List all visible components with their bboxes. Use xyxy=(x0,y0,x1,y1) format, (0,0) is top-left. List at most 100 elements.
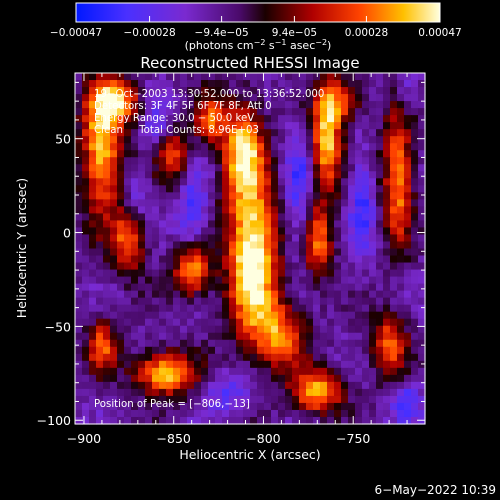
heatmap-cell xyxy=(215,157,223,165)
heatmap-cell xyxy=(257,80,265,88)
heatmap-cell xyxy=(145,150,153,158)
heatmap-cell xyxy=(285,262,293,271)
heatmap-cell xyxy=(383,416,391,425)
heatmap-cell xyxy=(229,129,237,137)
heatmap-cell xyxy=(194,395,202,404)
heatmap-cell xyxy=(299,304,307,313)
heatmap-cell xyxy=(271,283,279,292)
heatmap-cell xyxy=(418,353,426,362)
heatmap-cell xyxy=(236,290,244,299)
heatmap-cell xyxy=(138,360,146,369)
heatmap-cell xyxy=(285,220,293,229)
heatmap-cell xyxy=(166,346,174,355)
heatmap-cell xyxy=(369,164,377,172)
heatmap-cell xyxy=(229,262,237,271)
heatmap-cell xyxy=(355,276,363,285)
heatmap-cell xyxy=(110,227,118,236)
heatmap-cell xyxy=(355,409,363,418)
heatmap-cell xyxy=(306,164,314,172)
heatmap-cell xyxy=(404,416,412,425)
heatmap-cell xyxy=(110,164,118,172)
heatmap-cell xyxy=(355,185,363,193)
heatmap-cell xyxy=(292,402,300,411)
heatmap-cell xyxy=(229,192,237,200)
heatmap-cell xyxy=(208,101,216,109)
heatmap-cell xyxy=(257,122,265,130)
heatmap-cell xyxy=(327,374,335,383)
heatmap-cell xyxy=(173,283,181,292)
heatmap-cell xyxy=(418,206,426,214)
heatmap-cell xyxy=(152,409,160,418)
heatmap-cell xyxy=(306,374,314,383)
heatmap-cell xyxy=(313,164,321,172)
heatmap-cell xyxy=(201,129,209,137)
heatmap-cell xyxy=(411,311,419,320)
heatmap-cell xyxy=(166,283,174,292)
heatmap-cell xyxy=(306,269,314,278)
heatmap-cell xyxy=(243,185,251,193)
heatmap-cell xyxy=(418,409,426,418)
heatmap-cell xyxy=(243,297,251,306)
heatmap-cell xyxy=(110,360,118,369)
heatmap-cell xyxy=(103,150,111,158)
heatmap-cell xyxy=(292,87,300,95)
heatmap-cell xyxy=(138,255,146,264)
heatmap-cell xyxy=(117,318,125,327)
heatmap-cell xyxy=(264,157,272,165)
heatmap-cell xyxy=(383,360,391,369)
heatmap-cell xyxy=(418,297,426,306)
heatmap-cell xyxy=(313,115,321,123)
heatmap-cell xyxy=(138,171,146,179)
heatmap-cell xyxy=(96,108,104,116)
heatmap-cell xyxy=(278,269,286,278)
heatmap-cell xyxy=(278,248,286,257)
heatmap-cell xyxy=(89,199,97,207)
heatmap-cell xyxy=(117,409,125,418)
heatmap-cell xyxy=(292,416,300,425)
heatmap-cell xyxy=(320,101,328,109)
heatmap-cell xyxy=(82,360,90,369)
heatmap-cell xyxy=(313,136,321,144)
heatmap-cell xyxy=(103,304,111,313)
heatmap-cell xyxy=(257,416,265,425)
heatmap-cell xyxy=(131,381,139,390)
heatmap-cell xyxy=(131,353,139,362)
heatmap-cell xyxy=(75,185,83,193)
heatmap-cell xyxy=(152,122,160,130)
heatmap-cell xyxy=(299,402,307,411)
heatmap-cell xyxy=(243,409,251,418)
heatmap-cell xyxy=(166,416,174,425)
heatmap-cell xyxy=(376,304,384,313)
heatmap-cell xyxy=(152,374,160,383)
heatmap-cell xyxy=(208,367,216,376)
heatmap-cell xyxy=(138,192,146,200)
heatmap-cell xyxy=(117,395,125,404)
heatmap-cell xyxy=(334,108,342,116)
heatmap-cell xyxy=(131,283,139,292)
heatmap-cell xyxy=(124,164,132,172)
heatmap-cell xyxy=(299,269,307,278)
heatmap-cell xyxy=(271,360,279,369)
heatmap-cell xyxy=(229,325,237,334)
heatmap-cell xyxy=(334,94,342,102)
heatmap-cell xyxy=(236,360,244,369)
heatmap-cell xyxy=(145,339,153,348)
heatmap-cell xyxy=(411,199,419,207)
heatmap-cell xyxy=(411,381,419,390)
heatmap-cell xyxy=(110,339,118,348)
heatmap-cell xyxy=(411,304,419,313)
heatmap-cell xyxy=(292,381,300,390)
heatmap-cell xyxy=(411,80,419,88)
heatmap-cell xyxy=(103,367,111,376)
heatmap-cell xyxy=(152,339,160,348)
heatmap-cell xyxy=(299,178,307,186)
heatmap-cell xyxy=(418,374,426,383)
heatmap-cell xyxy=(180,234,188,243)
heatmap-cell xyxy=(236,115,244,123)
heatmap-cell xyxy=(82,150,90,158)
heatmap-cell xyxy=(320,325,328,334)
heatmap-cell xyxy=(320,87,328,95)
heatmap-cell xyxy=(271,227,279,236)
heatmap-cell xyxy=(82,213,90,222)
heatmap-cell xyxy=(306,262,314,271)
